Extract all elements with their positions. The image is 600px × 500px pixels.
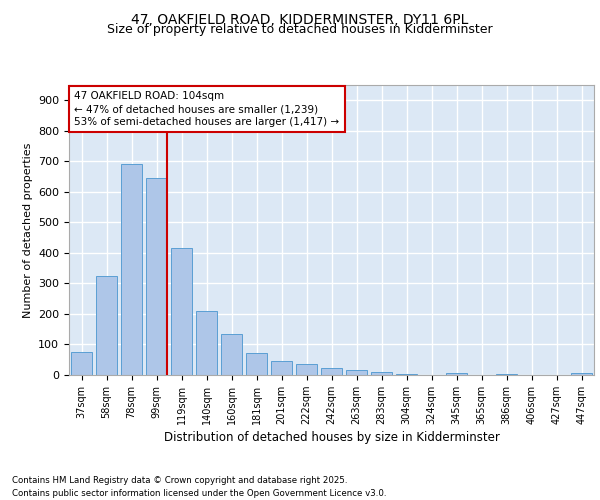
Bar <box>71 352 92 375</box>
Text: Contains HM Land Registry data © Crown copyright and database right 2025.
Contai: Contains HM Land Registry data © Crown c… <box>12 476 386 498</box>
Bar <box>496 374 517 375</box>
Bar <box>146 178 167 375</box>
Bar <box>396 374 417 375</box>
X-axis label: Distribution of detached houses by size in Kidderminster: Distribution of detached houses by size … <box>164 431 499 444</box>
Bar <box>221 334 242 375</box>
Y-axis label: Number of detached properties: Number of detached properties <box>23 142 32 318</box>
Bar <box>321 368 342 375</box>
Text: Size of property relative to detached houses in Kidderminster: Size of property relative to detached ho… <box>107 24 493 36</box>
Bar <box>171 248 192 375</box>
Bar <box>121 164 142 375</box>
Text: 47, OAKFIELD ROAD, KIDDERMINSTER, DY11 6PL: 47, OAKFIELD ROAD, KIDDERMINSTER, DY11 6… <box>131 12 469 26</box>
Text: 47 OAKFIELD ROAD: 104sqm
← 47% of detached houses are smaller (1,239)
53% of sem: 47 OAKFIELD ROAD: 104sqm ← 47% of detach… <box>74 91 340 127</box>
Bar <box>271 360 292 375</box>
Bar <box>96 276 117 375</box>
Bar <box>296 364 317 375</box>
Bar <box>246 353 267 375</box>
Bar <box>371 372 392 375</box>
Bar <box>196 311 217 375</box>
Bar <box>571 374 592 375</box>
Bar <box>446 374 467 375</box>
Bar <box>346 370 367 375</box>
